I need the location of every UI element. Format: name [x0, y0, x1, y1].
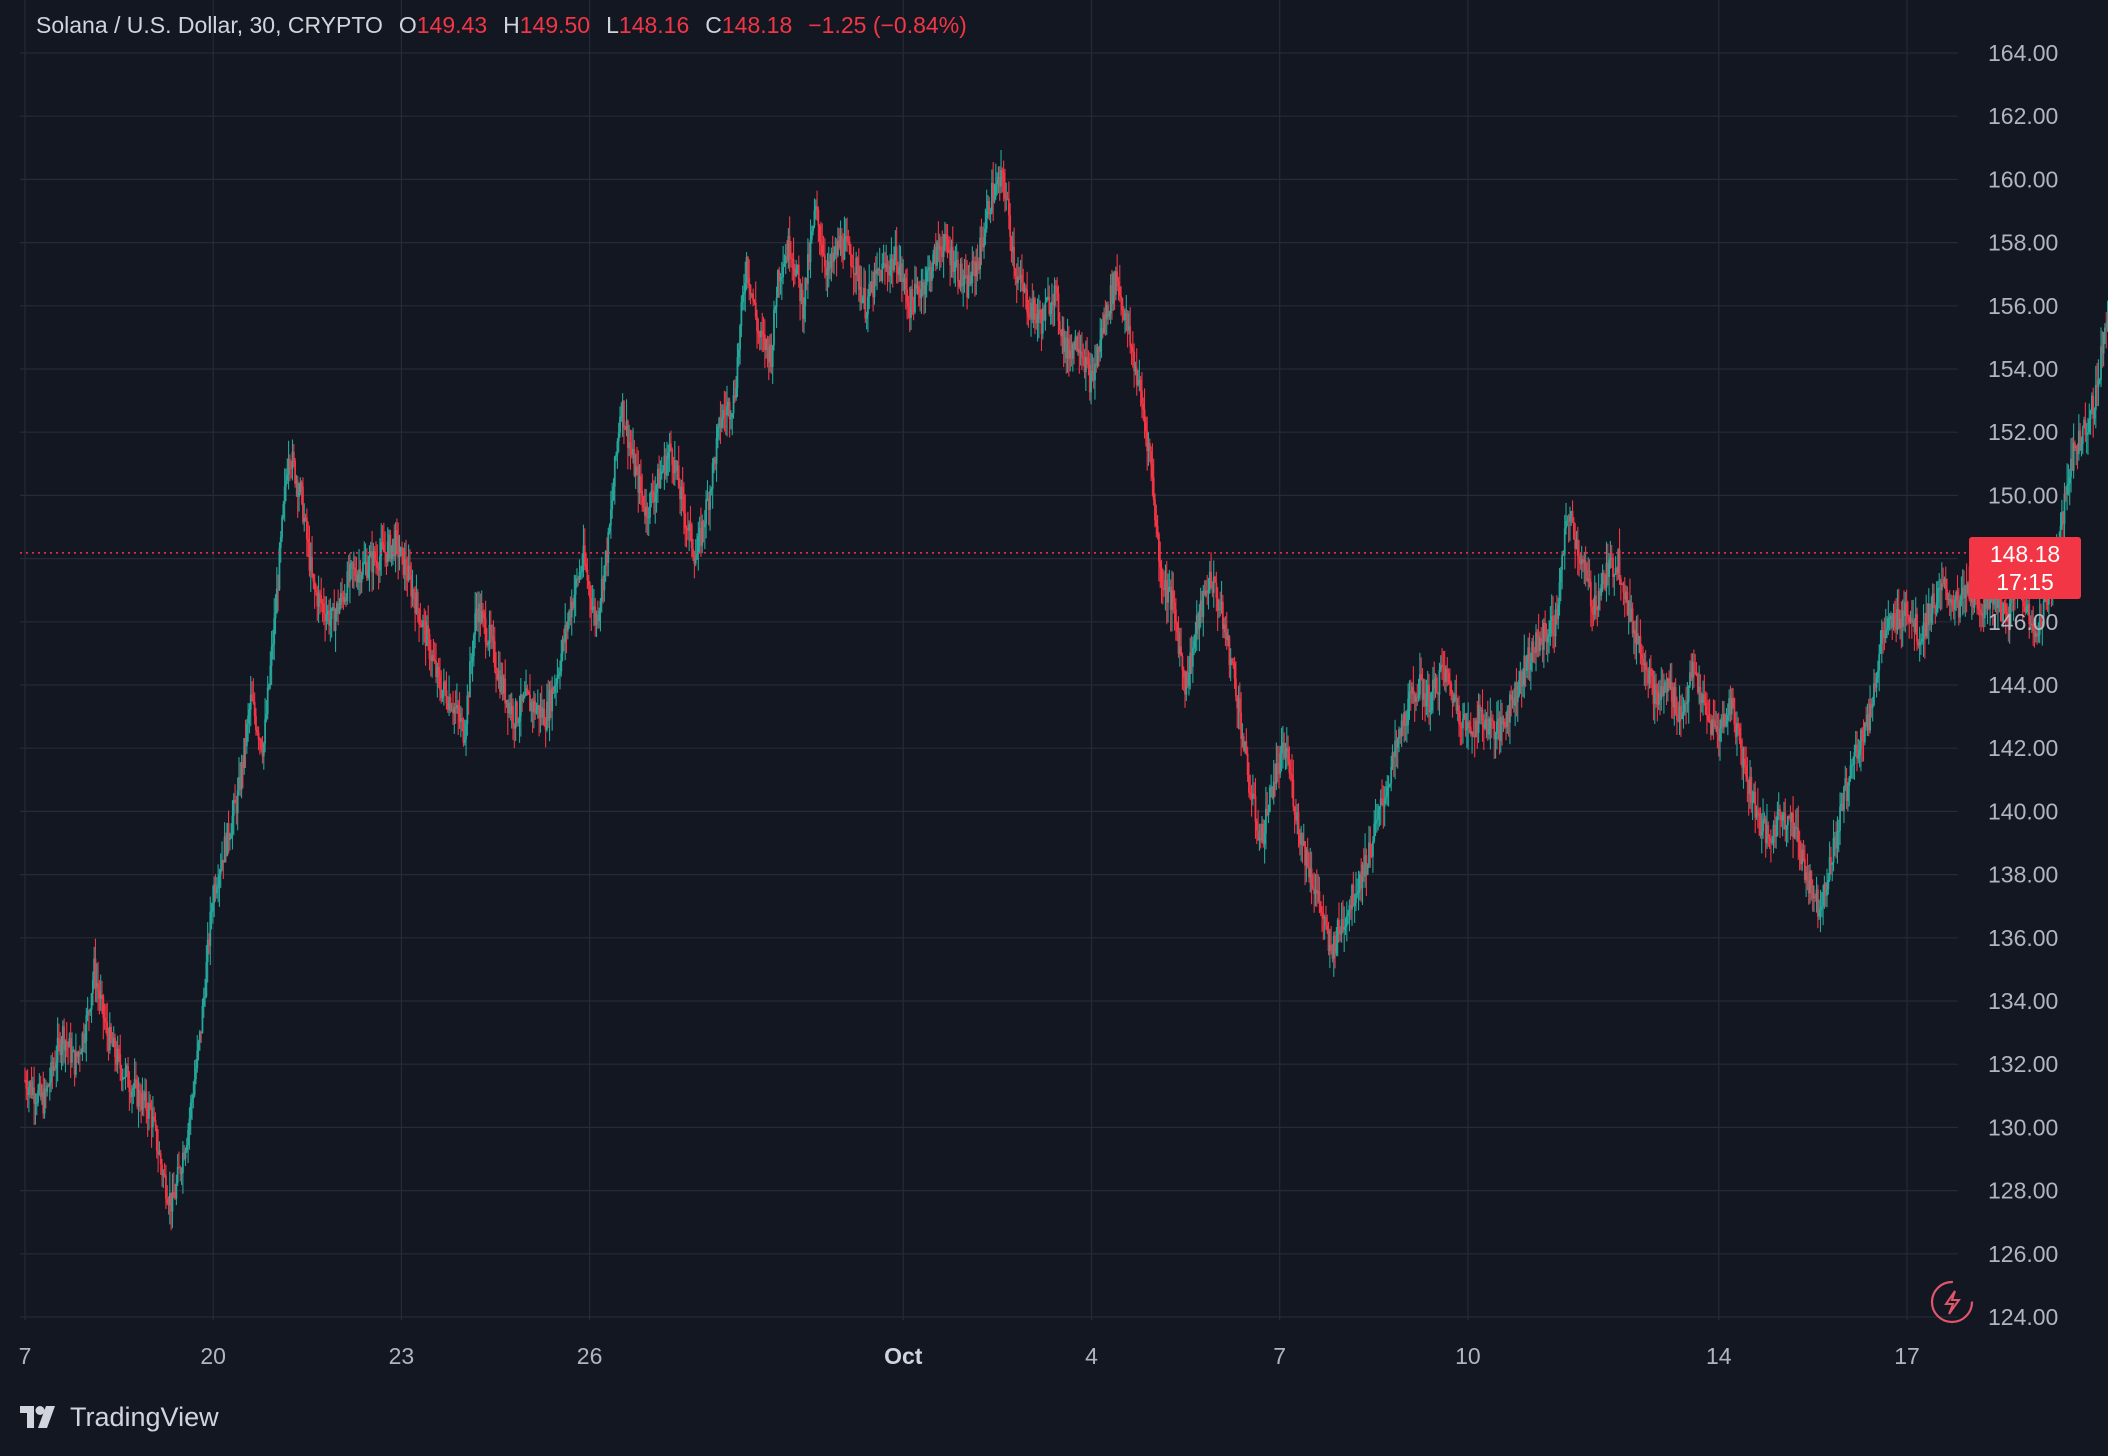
change-value: −1.25 (−0.84%): [808, 12, 967, 39]
y-tick-label: 128.00: [1988, 1178, 2058, 1204]
y-tick-label: 138.00: [1988, 862, 2058, 888]
y-tick-label: 152.00: [1988, 419, 2058, 445]
y-tick-label: 156.00: [1988, 293, 2058, 319]
y-tick-label: 142.00: [1988, 735, 2058, 761]
low-label: L: [606, 12, 619, 39]
x-tick-label: 23: [389, 1343, 415, 1369]
x-tick-label: 26: [577, 1343, 603, 1369]
tradingview-brand[interactable]: TradingView: [20, 1400, 219, 1434]
y-tick-label: 132.00: [1988, 1051, 2058, 1077]
high-label: H: [503, 12, 520, 39]
symbol-title[interactable]: Solana / U.S. Dollar, 30, CRYPTO: [36, 12, 383, 39]
x-tick-label: 17: [1894, 1343, 1920, 1369]
x-tick-label: 20: [200, 1343, 226, 1369]
bar-countdown: 17:15: [1969, 568, 2081, 596]
candle: [1269, 785, 1271, 813]
x-tick-label: 4: [1085, 1343, 1098, 1369]
y-tick-label: 130.00: [1988, 1114, 2058, 1140]
high-value: 149.50: [520, 12, 590, 39]
y-tick-label: 160.00: [1988, 166, 2058, 192]
y-tick-label: 134.00: [1988, 988, 2058, 1014]
x-tick-label: 10: [1455, 1343, 1481, 1369]
price-axis[interactable]: 164.00 162.00 160.00 158.00 156.00 154.00 152.…: [1988, 40, 2058, 1330]
y-tick-label: 154.00: [1988, 356, 2058, 382]
open-label: O: [399, 12, 417, 39]
brand-name: TradingView: [70, 1402, 219, 1433]
x-tick-label: 7: [19, 1343, 32, 1369]
y-tick-label: 164.00: [1988, 40, 2058, 66]
last-price-value: 148.18: [1969, 540, 2081, 568]
y-tick-label: 140.00: [1988, 798, 2058, 824]
close-value: 148.18: [722, 12, 792, 39]
y-tick-label: 136.00: [1988, 925, 2058, 951]
chart-legend: Solana / U.S. Dollar, 30, CRYPTO O 149.4…: [36, 12, 967, 39]
footer-bar: [0, 1382, 2108, 1451]
y-tick-label: 144.00: [1988, 672, 2058, 698]
open-value: 149.43: [417, 12, 487, 39]
last-price-tag: 148.18 17:15: [1969, 537, 2081, 599]
x-tick-label: 7: [1273, 1343, 1286, 1369]
x-tick-label: Oct: [884, 1343, 923, 1369]
y-tick-label: 158.00: [1988, 230, 2058, 256]
y-tick-label: 162.00: [1988, 103, 2058, 129]
low-value: 148.16: [619, 12, 689, 39]
close-label: C: [705, 12, 722, 39]
y-tick-label: 124.00: [1988, 1304, 2058, 1330]
tradingview-logo-icon: [20, 1406, 60, 1428]
y-tick-label: 146.00: [1988, 609, 2058, 635]
x-tick-label: 14: [1706, 1343, 1732, 1369]
candle: [279, 542, 281, 591]
y-tick-label: 126.00: [1988, 1241, 2058, 1267]
y-tick-label: 150.00: [1988, 482, 2058, 508]
